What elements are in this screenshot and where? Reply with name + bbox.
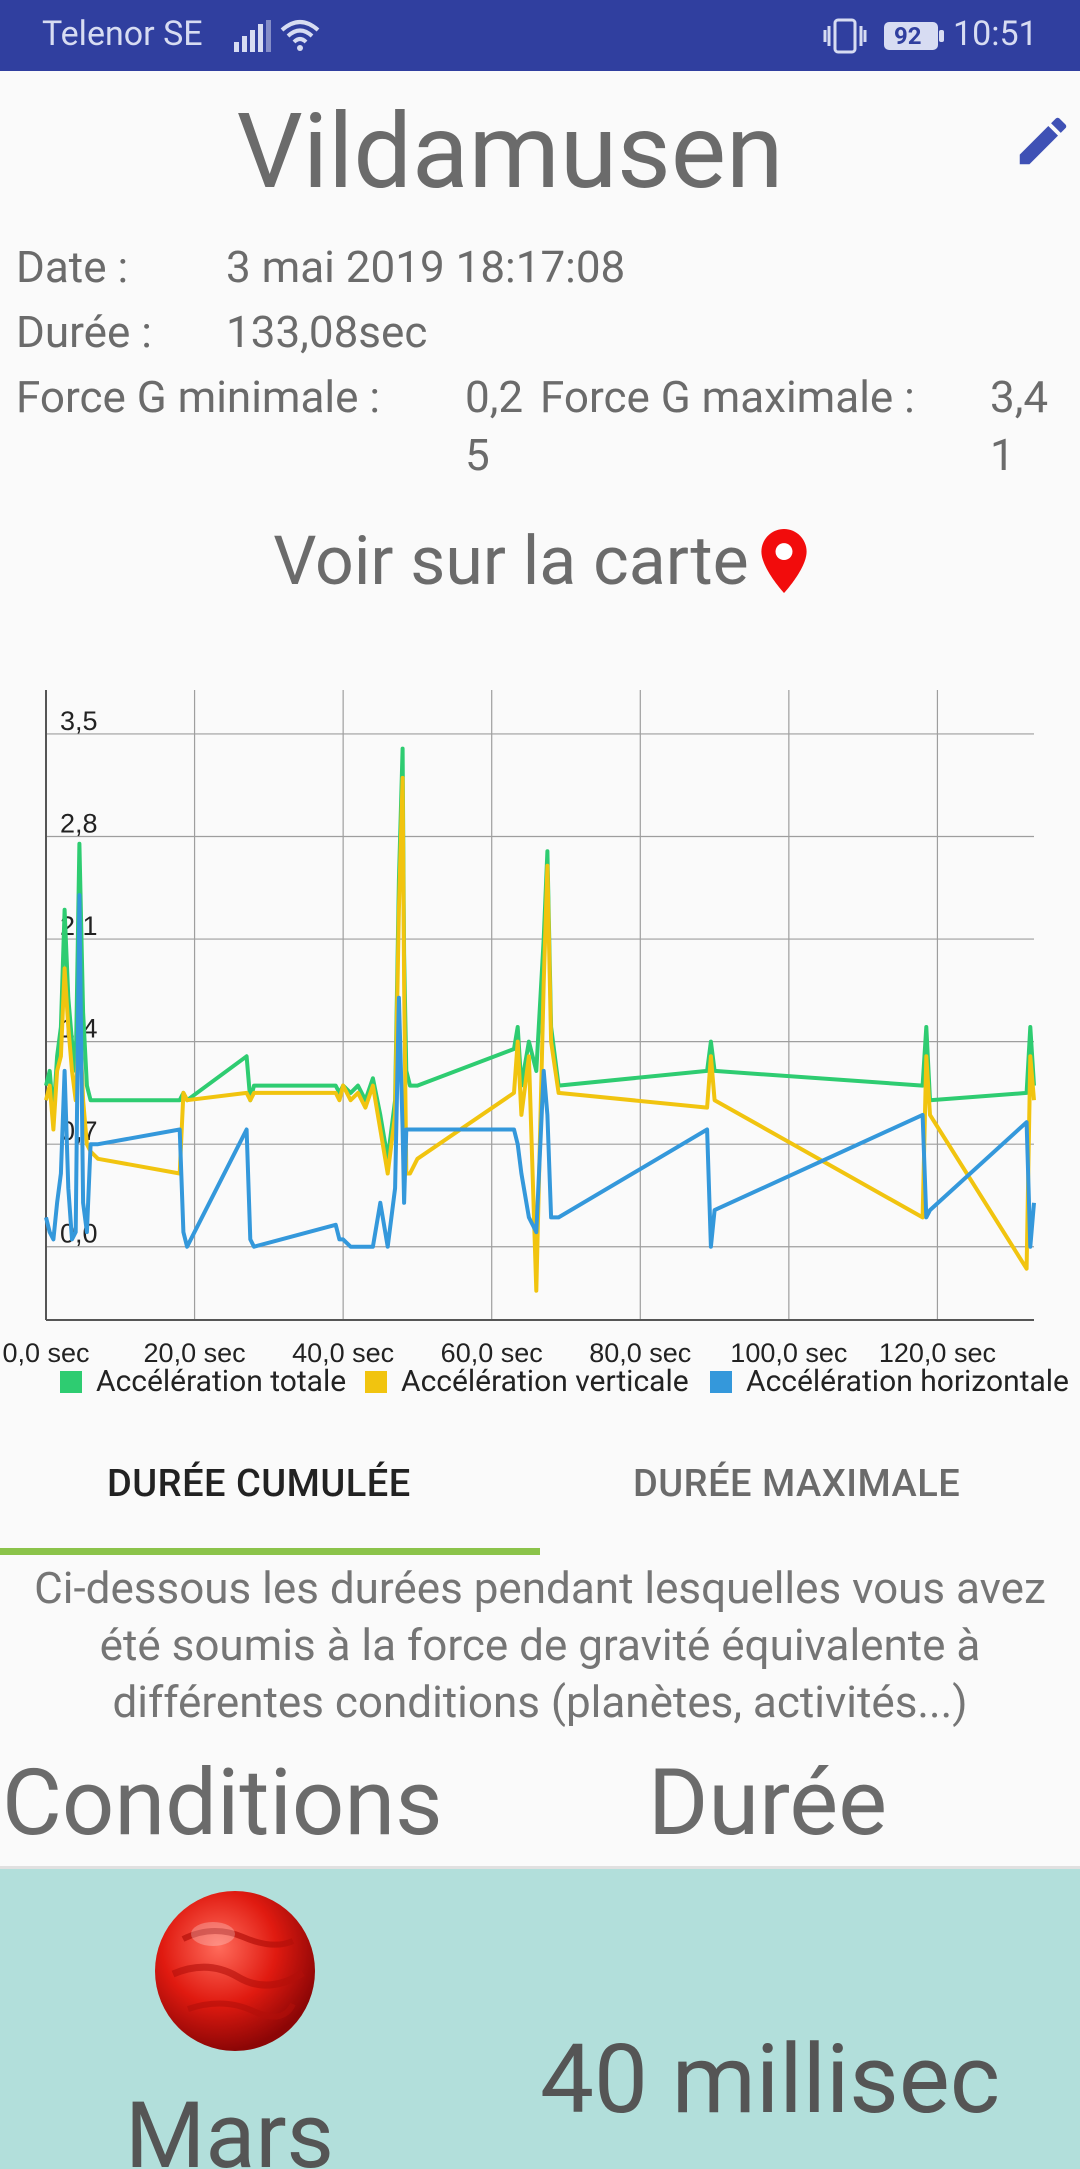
y-tick-label: 2,8: [60, 809, 98, 839]
duration-label: Durée :: [16, 306, 152, 358]
legend-swatch-vertical: [365, 1371, 387, 1393]
gmin-label: Force G minimale :: [16, 371, 381, 423]
column-header-duration: Durée: [648, 1750, 887, 1857]
date-label: Date :: [16, 241, 129, 293]
duration-value: 133,08sec: [226, 306, 428, 358]
mars-planet-icon: [155, 1891, 315, 2051]
carrier-name: Telenor SE: [42, 14, 203, 54]
vibrate-icon: [823, 18, 867, 54]
legend-label-horizontal: Accélération horizontale: [746, 1364, 1069, 1399]
divider: [0, 1866, 1080, 1869]
y-tick-label: 3,5: [60, 706, 98, 736]
legend-item-horizontal: Accélération horizontale: [710, 1364, 1069, 1399]
wifi-icon: [280, 20, 320, 51]
legend-label-vertical: Accélération verticale: [401, 1364, 689, 1399]
x-tick-label: 80,0 sec: [589, 1338, 691, 1368]
column-header-conditions: Conditions: [2, 1750, 443, 1857]
tab-duree-maximale[interactable]: DURÉE MAXIMALE: [633, 1462, 961, 1506]
map-link[interactable]: Voir sur la carte: [0, 516, 1080, 601]
gmax-label: Force G maximale :: [540, 371, 915, 423]
clock: 10:51: [953, 14, 1038, 54]
signal-icon: [234, 20, 271, 52]
map-pin-icon: [761, 529, 807, 594]
gmin-value: 0,2 5: [465, 371, 524, 481]
acceleration-chart[interactable]: 0,0 sec 20,0 sec 40,0 sec 60,0 sec 80,0 sec 1…: [0, 680, 1080, 1380]
y-tick-label: 0,0: [60, 1219, 98, 1249]
x-tick-label: 60,0 sec: [441, 1338, 543, 1368]
x-tick-label: 40,0 sec: [292, 1338, 394, 1368]
map-link-label: Voir sur la carte: [273, 521, 749, 602]
legend-item-vertical: Accélération verticale: [365, 1364, 689, 1399]
duration-cell: 40 millisec: [540, 2024, 1000, 2136]
page-title: Vildamusen: [236, 92, 784, 213]
legend-label-total: Accélération totale: [96, 1364, 347, 1399]
legend-swatch-horizontal: [710, 1371, 732, 1393]
series-line-3: [44, 893, 1036, 1249]
x-tick-label: 100,0 sec: [730, 1338, 847, 1368]
tab-duree-cumulee[interactable]: DURÉE CUMULÉE: [107, 1462, 411, 1506]
legend-item-total: Accélération totale: [60, 1364, 346, 1399]
pencil-icon[interactable]: [1012, 110, 1074, 172]
gmax-value: 3,4 1: [990, 371, 1049, 481]
x-tick-label: 120,0 sec: [879, 1338, 996, 1368]
x-tick-label: 20,0 sec: [144, 1338, 246, 1368]
x-tick-label: 0,0 sec: [2, 1338, 89, 1368]
battery-level: 92: [894, 22, 922, 50]
status-bar: Telenor SE 92 10:51: [0, 0, 1080, 71]
battery-icon: [884, 22, 944, 50]
tab-indicator: [0, 1548, 540, 1555]
table-row[interactable]: 40 millisec Mars: [0, 1869, 1080, 2169]
description-text: Ci-dessous les durées pendant lesquelles…: [34, 1562, 1046, 1728]
date-value: 3 mai 2019 18:17:08: [226, 241, 626, 293]
legend-swatch-total: [60, 1371, 82, 1393]
condition-name: Mars: [125, 2083, 335, 2169]
